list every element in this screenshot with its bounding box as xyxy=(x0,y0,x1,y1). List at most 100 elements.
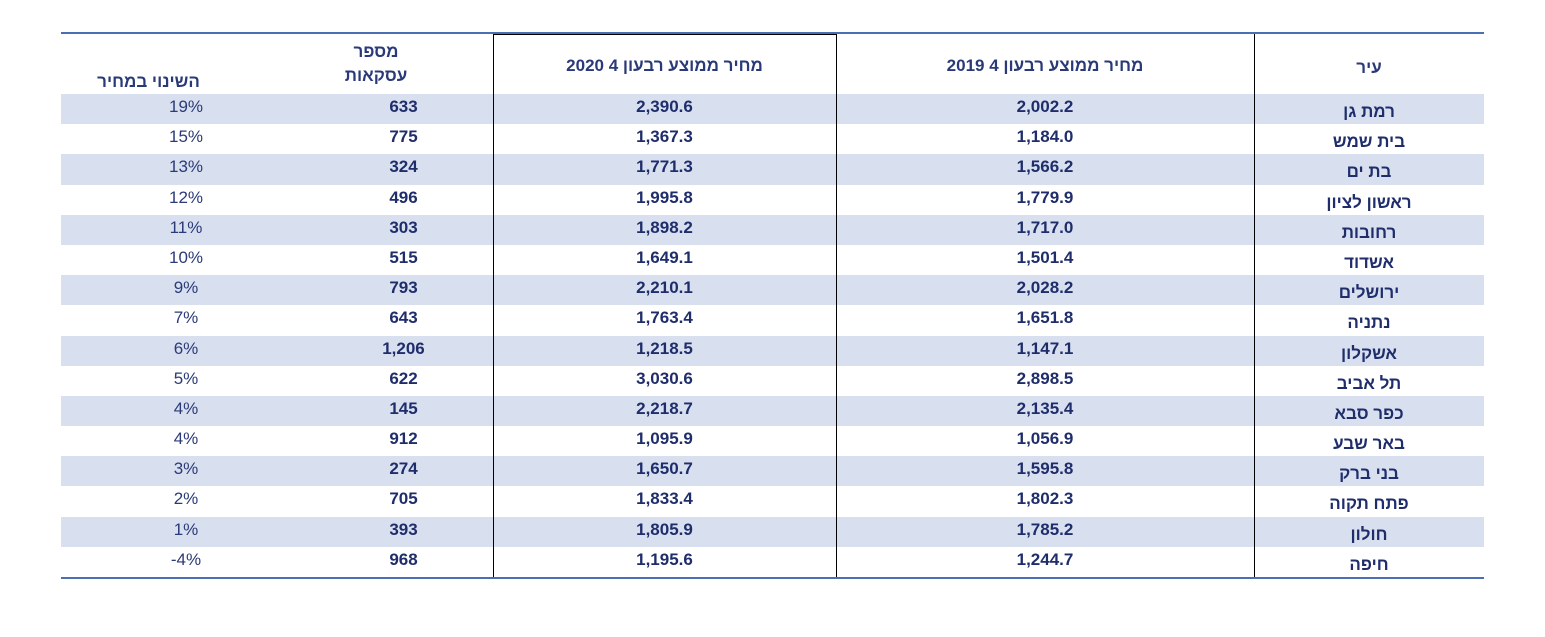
cell-transactions: 633 xyxy=(389,97,418,116)
table-row: 1% 393 1,805.9 1,785.2 חולון xyxy=(61,516,1484,547)
cell-city: חיפה xyxy=(1349,554,1389,574)
table-row: 7% 643 1,763.4 1,651.8 נתניה xyxy=(61,305,1484,335)
cell-price-q4-2019: 1,184.0 xyxy=(1016,127,1074,147)
cell-price-q4-2019: 1,802.3 xyxy=(1016,489,1074,509)
cell-price-change: 10% xyxy=(168,247,204,267)
cell-price-q4-2019: 1,651.8 xyxy=(1016,308,1074,328)
cell-price-q4-2019: 1,595.8 xyxy=(1016,459,1074,479)
cell-price-q4-2020: 1,805.9 xyxy=(636,519,693,539)
column-divider xyxy=(1254,34,1255,577)
cell-price-change: 9% xyxy=(173,278,199,298)
cell-price-change: 12% xyxy=(168,187,204,207)
cell-transactions: 912 xyxy=(389,429,418,449)
cell-city: כפר סבא xyxy=(1334,403,1404,423)
cell-city: תל אביב xyxy=(1336,373,1402,393)
header-price-q4-2019: מחיר ממוצע רבעון 4 2019 xyxy=(946,56,1144,75)
cell-price-q4-2019: 1,056.9 xyxy=(1016,429,1074,449)
cell-transactions: 643 xyxy=(389,308,418,328)
table-row: 4% 912 1,095.9 1,056.9 באר שבע xyxy=(61,426,1484,456)
cell-price-change: 1% xyxy=(173,519,199,539)
cell-city: בני ברק xyxy=(1339,464,1399,484)
cell-price-change: 7% xyxy=(173,308,199,328)
cell-city: בת ים xyxy=(1346,162,1392,182)
cell-price-q4-2020: 1,763.4 xyxy=(636,308,693,328)
cell-price-q4-2019: 1,501.4 xyxy=(1016,247,1074,267)
table-row: 6% 1,206 1,218.5 1,147.1 אשקלון xyxy=(61,335,1484,366)
cell-price-q4-2019: 1,717.0 xyxy=(1016,217,1074,237)
header-transactions-line1: מספר xyxy=(353,42,399,61)
cell-price-q4-2020: 1,650.7 xyxy=(636,459,693,479)
cell-city: בית שמש xyxy=(1332,132,1406,152)
cell-city: אשקלון xyxy=(1340,343,1398,363)
cell-transactions: 303 xyxy=(389,217,418,237)
table-row: 15% 775 1,367.3 1,184.0 בית שמש xyxy=(61,124,1484,154)
cell-city: רחובות xyxy=(1341,222,1397,242)
cell-price-q4-2019: 1,779.9 xyxy=(1016,187,1074,207)
cell-city: נתניה xyxy=(1347,313,1391,333)
table-row: 12% 496 1,995.8 1,779.9 ראשון לציון xyxy=(61,185,1484,215)
cell-city: אשדוד xyxy=(1344,252,1394,272)
cell-price-change: 4% xyxy=(173,429,199,449)
cell-price-q4-2019: 1,244.7 xyxy=(1016,549,1074,569)
cell-price-change: 11% xyxy=(169,217,203,237)
table-row: -4% 968 1,195.6 1,244.7 חיפה xyxy=(61,547,1484,577)
table-row: 19% 633 2,390.6 2,002.2 רמת גן xyxy=(61,94,1484,125)
cell-transactions: 515 xyxy=(389,247,418,267)
table-row: 3% 274 1,650.7 1,595.8 בני ברק xyxy=(61,456,1484,487)
cell-city: ירושלים xyxy=(1338,283,1400,303)
cell-price-q4-2019: 1,566.2 xyxy=(1016,157,1074,177)
cell-transactions: 775 xyxy=(389,127,418,147)
cell-price-q4-2020: 2,390.6 xyxy=(636,97,693,116)
column-divider xyxy=(493,34,494,577)
cell-price-q4-2019: 1,147.1 xyxy=(1016,338,1074,358)
table-bottom-rule xyxy=(61,577,1484,579)
header-price-q4-2020: מחיר ממוצע רבעון 4 2020 xyxy=(566,56,763,75)
cell-price-q4-2020: 1,898.2 xyxy=(636,217,693,237)
table-row: 11% 303 1,898.2 1,717.0 רחובות xyxy=(61,214,1484,245)
cell-price-q4-2019: 2,028.2 xyxy=(1016,278,1074,298)
cell-city: ראשון לציון xyxy=(1326,192,1412,212)
cell-price-q4-2019: 1,785.2 xyxy=(1016,519,1074,539)
table-header: השינוי במחיר מספר עסקאות מחיר ממוצע רבעו… xyxy=(61,34,1484,94)
cell-price-q4-2020: 1,095.9 xyxy=(636,429,693,449)
cell-price-q4-2020: 1,833.4 xyxy=(636,489,693,509)
cell-price-change: 3% xyxy=(173,459,199,479)
cell-transactions: 1,206 xyxy=(382,338,425,358)
cell-price-q4-2020: 1,649.1 xyxy=(636,247,693,267)
column-divider xyxy=(836,34,837,577)
cell-price-change: 15% xyxy=(168,127,204,147)
cell-transactions: 274 xyxy=(389,459,418,479)
cell-price-q4-2020: 2,210.1 xyxy=(636,278,693,298)
cell-price-q4-2020: 1,995.8 xyxy=(636,187,693,207)
cell-price-q4-2020: 1,367.3 xyxy=(636,127,693,147)
cell-transactions: 324 xyxy=(389,157,418,177)
cell-price-change: 4% xyxy=(173,398,199,418)
cell-price-change: -4% xyxy=(170,549,202,569)
cell-price-q4-2019: 2,898.5 xyxy=(1016,368,1074,388)
cell-city: רמת גן xyxy=(1343,102,1395,121)
table-row: 9% 793 2,210.1 2,028.2 ירושלים xyxy=(61,275,1484,306)
cell-transactions: 393 xyxy=(389,519,418,539)
cell-price-change: 19% xyxy=(168,97,204,116)
cell-price-q4-2020: 1,771.3 xyxy=(636,157,693,177)
table-body: 19% 633 2,390.6 2,002.2 רמת גן 15% 775 1,367.3 1… xyxy=(61,94,1484,577)
cell-city: חולון xyxy=(1350,524,1388,544)
cell-transactions: 622 xyxy=(389,368,418,388)
table-row: 13% 324 1,771.3 1,566.2 בת ים xyxy=(61,154,1484,185)
cell-transactions: 793 xyxy=(389,278,418,298)
table-row: 2% 705 1,833.4 1,802.3 פתח תקוה xyxy=(61,486,1484,516)
header-city: עיר xyxy=(1356,58,1382,77)
header-transactions-line2: עסקאות xyxy=(344,66,408,85)
cell-transactions: 968 xyxy=(389,549,418,569)
cell-price-q4-2019: 2,002.2 xyxy=(1016,97,1074,116)
cell-city: באר שבע xyxy=(1333,434,1405,454)
cell-price-q4-2019: 2,135.4 xyxy=(1016,398,1074,418)
cell-price-q4-2020: 3,030.6 xyxy=(636,368,693,388)
cell-price-q4-2020: 1,218.5 xyxy=(636,338,693,358)
cell-transactions: 496 xyxy=(389,187,418,207)
table-row: 10% 515 1,649.1 1,501.4 אשדוד xyxy=(61,245,1484,275)
table-top-rule xyxy=(61,32,1484,34)
table-row: 4% 145 2,218.7 2,135.4 כפר סבא xyxy=(61,395,1484,427)
cell-price-q4-2020: 1,195.6 xyxy=(636,549,693,569)
cell-price-change: 13% xyxy=(168,157,204,177)
